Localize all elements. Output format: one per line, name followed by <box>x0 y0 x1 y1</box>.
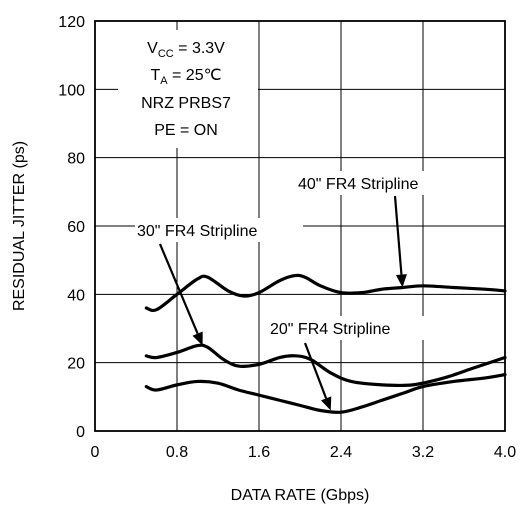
label-40-background <box>296 171 470 195</box>
condition-pattern: NRZ PRBS7 <box>141 95 231 112</box>
label-30-background <box>135 218 303 242</box>
condition-ta: TA = 25℃ <box>150 67 221 87</box>
condition-vcc: VCC = 3.3V <box>147 40 225 60</box>
y-tick-label: 60 <box>67 219 85 236</box>
x-tick-labels: 0 0.8 1.6 2.4 3.2 4.0 <box>91 444 517 461</box>
x-axis-title: DATA RATE (Gbps) <box>231 487 370 504</box>
conditions-background <box>118 30 258 148</box>
x-tick-label: 4.0 <box>494 444 516 461</box>
x-tick-label: 2.4 <box>330 444 352 461</box>
arrow-30-head <box>192 331 203 346</box>
arrow-40-shaft <box>393 195 403 275</box>
y-tick-label: 80 <box>67 151 85 168</box>
label-20-fr4: 20" FR4 Stripline <box>270 321 391 338</box>
series-20in-fr4-stripline <box>144 373 507 414</box>
annotation-arrows <box>158 195 407 411</box>
plot-frame <box>94 20 506 432</box>
y-tick-label: 120 <box>58 14 85 31</box>
x-tick-label: 3.2 <box>412 444 434 461</box>
y-tick-label: 100 <box>58 82 85 99</box>
label-30-fr4: 30" FR4 Stripline <box>137 223 258 240</box>
x-tick-label: 1.6 <box>248 444 270 461</box>
y-tick-label: 20 <box>67 356 85 373</box>
y-axis-title: RESIDUAL JITTER (ps) <box>11 141 28 311</box>
arrow-30-shaft <box>158 243 199 335</box>
y-tick-label: 0 <box>76 424 85 441</box>
series-30in-fr4-stripline <box>144 343 507 388</box>
data-series <box>144 273 507 414</box>
arrow-20-head <box>320 396 332 411</box>
arrow-40-head <box>395 274 407 288</box>
arrow-20-shaft <box>303 342 328 399</box>
label-40-fr4: 40" FR4 Stripline <box>298 176 419 193</box>
y-tick-label: 40 <box>67 287 85 304</box>
x-tick-label: 0 <box>91 444 100 461</box>
series-40in-fr4-stripline <box>144 273 507 313</box>
y-tick-labels: 0 20 40 60 80 100 120 <box>58 14 85 441</box>
label-20-background <box>268 316 436 340</box>
condition-pe: PE = ON <box>154 122 218 139</box>
x-tick-label: 0.8 <box>166 444 188 461</box>
